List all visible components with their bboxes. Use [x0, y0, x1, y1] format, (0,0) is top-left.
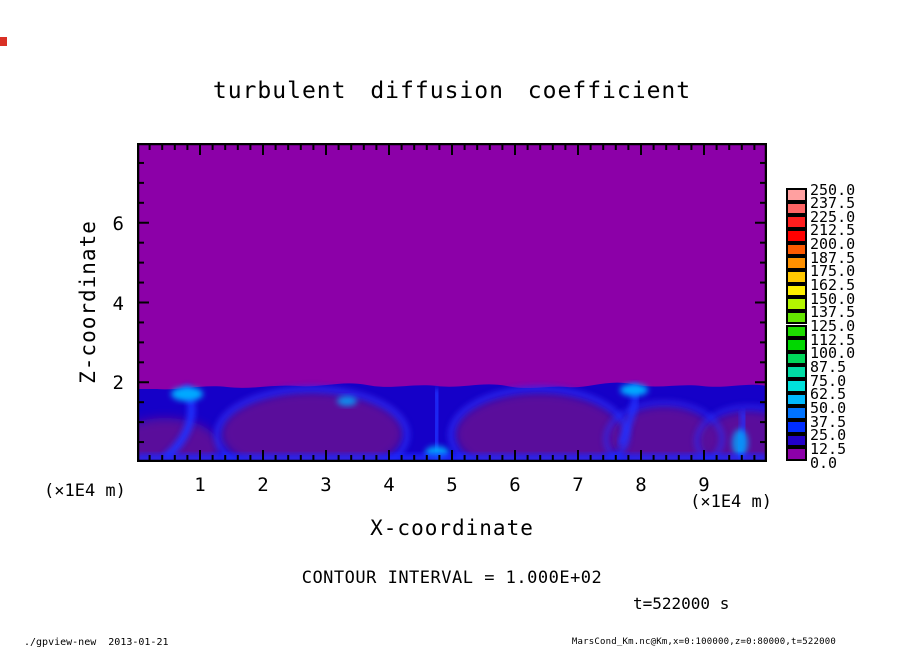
colorbar-box	[786, 351, 807, 366]
colorbar-box	[786, 188, 807, 202]
x-axis-label: X-coordinate	[370, 516, 534, 540]
colorbar-label: 137.5	[810, 303, 856, 322]
x-tick-label: 3	[320, 474, 332, 496]
plot-area	[137, 143, 767, 462]
colorbar-label: 150.0	[810, 289, 856, 308]
colorbar-label: 87.5	[810, 357, 847, 376]
colorbar-box	[786, 433, 807, 448]
colorbar-box	[786, 365, 807, 380]
high-km-accent	[171, 387, 203, 401]
cell-core	[454, 392, 624, 462]
colorbar-box	[786, 406, 807, 421]
colorbar-label: 62.5	[810, 385, 847, 404]
plot-frame	[137, 143, 767, 462]
cell-core	[612, 405, 716, 462]
footer-left-command: ./gpview-new 2013-01-21	[24, 637, 169, 648]
colorbar-label: 12.5	[810, 439, 847, 458]
colorbar-box	[786, 324, 807, 339]
colorbar-label: 187.5	[810, 248, 856, 267]
colorbar-label: 37.5	[810, 412, 847, 431]
high-km-accent	[620, 384, 648, 396]
colorbar-label: 162.5	[810, 276, 856, 295]
colorbar-label: 237.5	[810, 194, 856, 213]
contour-interval-text: CONTOUR INTERVAL = 1.000E+02	[301, 568, 603, 588]
cell-wall	[214, 386, 410, 462]
screen-artifact-mark	[0, 37, 7, 46]
colorbar-box	[786, 447, 807, 461]
time-annotation: t=522000 s	[633, 594, 730, 613]
x-tick-label: 6	[509, 474, 521, 496]
y-tick-label: 4	[112, 292, 124, 315]
colorbar-label: 200.0	[810, 235, 856, 254]
y-tick-label: 2	[112, 372, 124, 395]
colorbar-label: 25.0	[810, 426, 847, 445]
colorbar-box	[786, 201, 807, 216]
high-km-accent	[732, 429, 748, 457]
x-tick-label: 8	[635, 474, 647, 496]
x-tick-label: 9	[698, 474, 710, 496]
colorbar-box	[786, 379, 807, 393]
x-tick-label: 4	[383, 474, 395, 496]
cell-wall	[603, 400, 725, 462]
colorbar-label: 250.0	[810, 180, 856, 199]
high-km-accent	[337, 396, 357, 406]
cell-core	[220, 391, 404, 462]
x-axis-unit: (×1E4 m)	[690, 492, 772, 512]
x-tick-label: 2	[257, 474, 269, 496]
colorbar-box	[786, 297, 807, 311]
x-tick-label: 5	[446, 474, 458, 496]
x-tick-label: 1	[194, 474, 206, 496]
colorbar-box	[786, 310, 807, 325]
cell-wall	[694, 404, 767, 462]
colorbar-label: 0.0	[810, 453, 838, 472]
y-axis-unit: (×1E4 m)	[44, 481, 126, 501]
colorbar-label: 175.0	[810, 262, 856, 281]
colorbar-label: 212.5	[810, 221, 856, 240]
figure-title: turbulent diffusion coefficient	[212, 78, 692, 104]
colorbar-box	[786, 283, 807, 298]
colorbar-box	[786, 256, 807, 270]
colorbar-label: 125.0	[810, 317, 856, 335]
colorbar-box	[786, 242, 807, 257]
colorbar-box	[786, 420, 807, 434]
x-tick-label: 7	[572, 474, 584, 496]
y-tick-label: 6	[112, 212, 124, 235]
colorbar-box	[786, 392, 807, 407]
colorbar-label: 75.0	[810, 371, 847, 390]
colorbar-label: 100.0	[810, 344, 856, 363]
colorbar-box	[786, 215, 807, 229]
colorbar-label: 225.0	[810, 207, 856, 226]
colorbar-box	[786, 269, 807, 284]
colorbar-box	[786, 338, 807, 352]
axis-ticks	[139, 145, 765, 460]
colorbar-label: 50.0	[810, 398, 847, 417]
colorbar-label: 112.5	[810, 330, 856, 349]
colorbar-box	[786, 228, 807, 243]
footer-right-source: MarsCond_Km.nc@Km,x=0:100000,z=0:80000,t…	[571, 637, 836, 647]
